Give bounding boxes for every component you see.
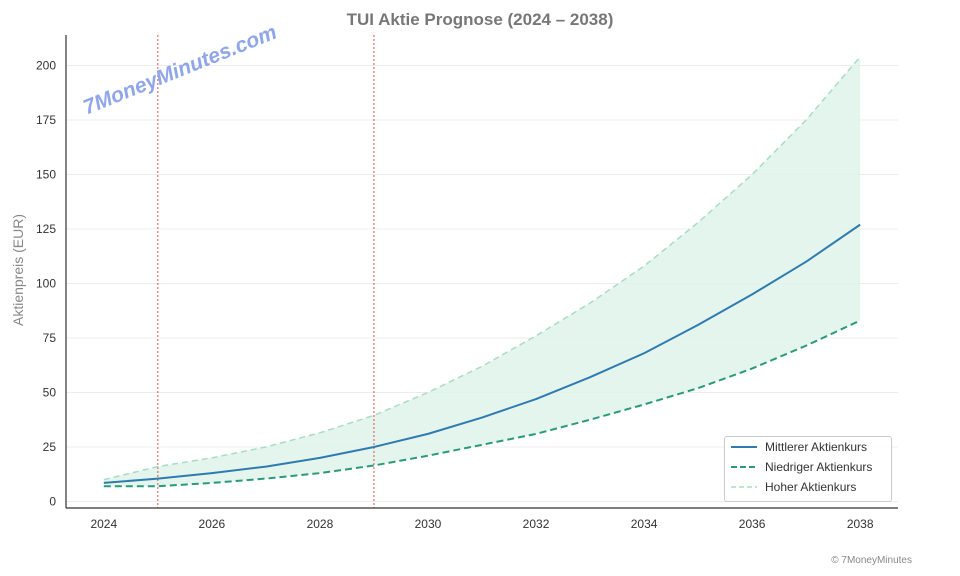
y-tick-label: 0 xyxy=(49,494,56,508)
y-axis-label: Aktienpreis (EUR) xyxy=(10,213,26,327)
range-fill xyxy=(103,56,861,487)
series-line-2 xyxy=(103,56,861,481)
legend-item-low: Niedriger Aktienkurs xyxy=(725,457,891,477)
y-tick-label: 100 xyxy=(36,276,56,290)
series-line-0 xyxy=(103,223,861,484)
y-tick-label: 50 xyxy=(43,385,57,399)
legend-swatch-high xyxy=(731,486,757,488)
x-tick-label: 2034 xyxy=(631,517,658,531)
y-tick-label: 150 xyxy=(36,168,56,182)
legend-item-high: Hoher Aktienkurs xyxy=(725,477,891,497)
legend-swatch-mid xyxy=(731,446,757,448)
y-tick-label: 200 xyxy=(36,59,56,73)
x-tick-label: 2026 xyxy=(199,517,226,531)
legend-label: Niedriger Aktienkurs xyxy=(765,460,873,474)
x-tick-label: 2038 xyxy=(847,517,874,531)
x-tick-label: 2036 xyxy=(739,517,766,531)
x-tick-label: 2032 xyxy=(523,517,550,531)
copyright: © 7MoneyMinutes xyxy=(831,555,912,566)
series-line-1 xyxy=(103,319,861,488)
legend-swatch-low xyxy=(731,466,757,468)
legend-label: Hoher Aktienkurs xyxy=(765,480,857,494)
x-tick-label: 2030 xyxy=(415,517,442,531)
y-tick-label: 25 xyxy=(43,440,57,454)
legend: Mittlerer Aktienkurs Niedriger Aktienkur… xyxy=(724,436,892,502)
chart-title: TUI Aktie Prognose (2024 – 2038) xyxy=(346,10,614,29)
legend-item-mid: Mittlerer Aktienkurs xyxy=(725,437,891,457)
y-tick-label: 75 xyxy=(43,331,57,345)
y-tick-label: 125 xyxy=(36,222,56,236)
legend-label: Mittlerer Aktienkurs xyxy=(765,440,868,454)
x-tick-label: 2028 xyxy=(307,517,334,531)
x-tick-label: 2024 xyxy=(90,517,117,531)
y-tick-label: 175 xyxy=(36,113,56,127)
